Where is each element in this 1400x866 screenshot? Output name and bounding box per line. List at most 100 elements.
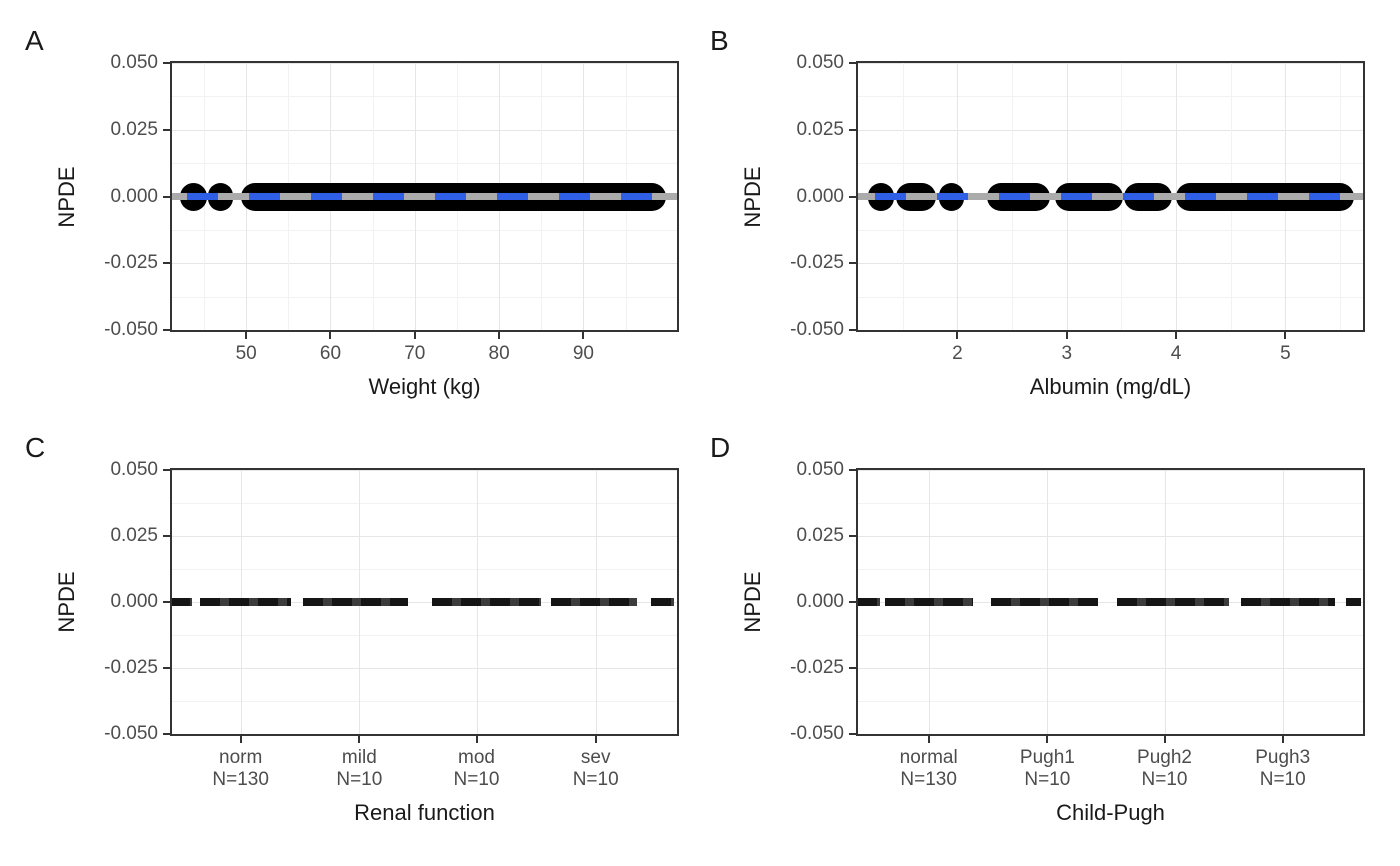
y-axis-tick xyxy=(163,601,170,603)
panel-letter-b: B xyxy=(710,25,729,56)
category-tick-label: mild N=10 xyxy=(294,747,424,791)
x-axis-tick xyxy=(358,736,361,743)
category-count: N=10 xyxy=(336,769,383,790)
category-count: N=10 xyxy=(453,769,500,790)
x-axis-title-d: Child-Pugh xyxy=(1056,800,1165,825)
y-axis-tick-label: 0.050 xyxy=(796,459,844,480)
x-axis-tick xyxy=(956,332,959,339)
y-axis-tick xyxy=(849,667,856,669)
y-axis-tick-label: -0.050 xyxy=(790,723,844,744)
y-axis-tick-label: -0.025 xyxy=(104,252,158,274)
y-axis-tick-label: -0.050 xyxy=(790,319,844,340)
gridline-major-h xyxy=(172,536,677,537)
category-tick-label: Pugh2 N=10 xyxy=(1100,747,1230,791)
y-axis-tick-label: -0.050 xyxy=(104,723,158,744)
x-axis-tick xyxy=(582,332,585,339)
x-axis-title-c: Renal function xyxy=(354,800,495,825)
category-count: N=130 xyxy=(212,769,269,790)
y-axis-tick xyxy=(849,329,856,331)
gridline-major-h xyxy=(172,330,677,331)
category-tick-label: mod N=10 xyxy=(412,747,542,791)
y-axis-tick-label: 0.050 xyxy=(796,52,844,73)
x-axis-tick xyxy=(1163,736,1166,743)
gridline-minor-h xyxy=(172,163,677,165)
x-axis-tick-label: 70 xyxy=(404,343,426,364)
category-count: N=10 xyxy=(572,769,619,790)
data-dash-segment xyxy=(858,598,880,606)
y-axis-tick xyxy=(163,667,170,669)
data-dash-segment xyxy=(551,598,637,606)
y-axis-tick-label: 0.000 xyxy=(796,591,844,612)
data-dash-segment xyxy=(1117,598,1230,606)
x-axis-tick xyxy=(1046,736,1049,743)
data-dash-segment xyxy=(651,598,674,606)
category-name: Pugh1 xyxy=(1019,747,1075,768)
category-count: N=10 xyxy=(1141,769,1188,790)
y-axis-tick-label: 0.025 xyxy=(110,118,158,140)
data-dash-segment xyxy=(302,598,409,606)
x-axis-title-a: Weight (kg) xyxy=(368,374,481,399)
panel-letter-c: C xyxy=(25,432,46,463)
x-axis-tick xyxy=(1175,332,1178,339)
category-name: sev xyxy=(580,747,611,768)
gridline-major-h xyxy=(172,602,677,603)
plot-area-c xyxy=(170,468,679,736)
category-name: Pugh3 xyxy=(1255,747,1311,768)
y-axis-tick-label: 0.050 xyxy=(110,459,158,480)
gridline-major-h xyxy=(172,470,677,471)
x-axis-tick-label: 2 xyxy=(952,343,963,364)
gridline-major-h xyxy=(858,668,1363,669)
x-axis-tick xyxy=(498,332,501,339)
y-axis-tick-label: -0.025 xyxy=(104,657,158,678)
y-axis-tick-label: 0.050 xyxy=(110,52,158,73)
y-axis-tick xyxy=(163,62,170,64)
gridline-minor-h xyxy=(858,569,1363,570)
gridline-minor-h xyxy=(172,569,677,570)
category-name: Pugh2 xyxy=(1137,747,1192,768)
x-axis-tick-label: 90 xyxy=(572,343,594,364)
plot-area-b xyxy=(856,61,1365,332)
x-axis-tick xyxy=(594,736,597,743)
y-axis-tick xyxy=(849,535,856,537)
x-axis-tick-label: 80 xyxy=(488,343,510,364)
x-axis-tick xyxy=(1284,332,1287,339)
x-axis-tick-label: 4 xyxy=(1170,343,1182,364)
gridline-major-h xyxy=(172,668,677,669)
y-axis-tick xyxy=(849,62,856,64)
x-axis-tick xyxy=(413,332,416,339)
y-axis-tick xyxy=(163,535,170,537)
gridline-major-h xyxy=(172,129,677,131)
gridline-minor-h xyxy=(172,96,677,98)
gridline-major-h xyxy=(858,602,1363,603)
data-dash-segment xyxy=(1240,598,1336,606)
gridline-minor-h xyxy=(858,229,1363,231)
category-tick-label: Pugh3 N=10 xyxy=(1218,747,1348,791)
plot-area-d xyxy=(856,468,1365,736)
category-name: normal xyxy=(899,747,958,768)
x-axis-tick xyxy=(927,736,930,743)
y-axis-tick xyxy=(163,128,170,131)
gridline-major-h xyxy=(858,63,1363,64)
gridline-minor-h xyxy=(172,635,677,636)
category-count: N=10 xyxy=(1259,769,1306,790)
data-dash-segment xyxy=(990,598,1098,606)
y-axis-tick-label: -0.025 xyxy=(790,657,844,678)
gridline-minor-h xyxy=(172,503,677,504)
gridline-major-h xyxy=(172,734,677,735)
y-axis-tick xyxy=(163,733,170,735)
y-axis-tick xyxy=(849,262,856,265)
gridline-major-h xyxy=(172,263,677,265)
y-axis-tick xyxy=(163,262,170,265)
gridline-major-h xyxy=(172,63,677,64)
y-axis-title-a: NPDE xyxy=(54,165,79,228)
gridline-minor-h xyxy=(858,701,1363,702)
category-count: N=10 xyxy=(1024,769,1071,790)
plot-area-a xyxy=(170,61,679,332)
y-axis-tick-label: 0.000 xyxy=(110,185,158,207)
category-tick-label: normal N=130 xyxy=(864,747,994,791)
category-name: mild xyxy=(341,747,377,768)
category-tick-label: sev N=10 xyxy=(531,747,661,791)
trend-line xyxy=(187,193,667,200)
y-axis-tick-label: 0.025 xyxy=(796,525,844,546)
gridline-major-h xyxy=(858,734,1363,735)
